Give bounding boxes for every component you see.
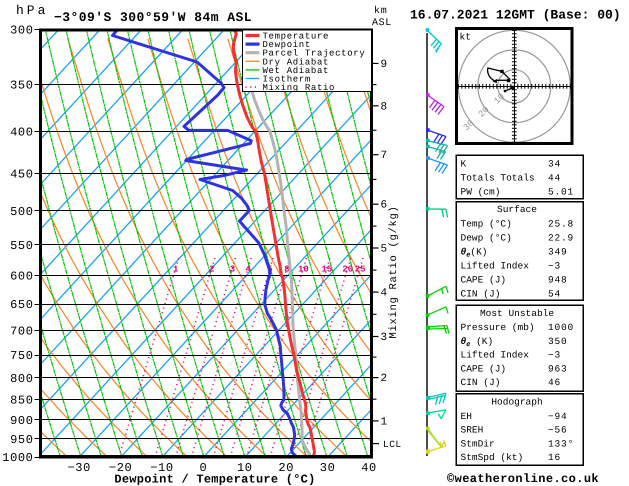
svg-text:5: 5 [381, 244, 388, 256]
svg-text:StmDir: StmDir [461, 438, 495, 449]
svg-text:StmSpd (kt): StmSpd (kt) [461, 452, 524, 463]
svg-text:6: 6 [381, 200, 388, 212]
svg-text:Dewpoint / Temperature (°C): Dewpoint / Temperature (°C) [114, 473, 315, 486]
svg-text:Dewp (°C): Dewp (°C) [461, 233, 512, 244]
svg-text:1000: 1000 [2, 451, 33, 465]
svg-text:−3°09'S 300°59'W 84m ASL: −3°09'S 300°59'W 84m ASL [54, 10, 252, 25]
svg-text:EH: EH [461, 411, 472, 422]
svg-text:5.01: 5.01 [548, 187, 574, 198]
svg-text:CAPE (J): CAPE (J) [461, 363, 507, 374]
svg-text:10: 10 [237, 461, 253, 475]
svg-text:−56: −56 [548, 425, 568, 436]
svg-text:8: 8 [381, 101, 388, 113]
svg-text:Surface: Surface [497, 204, 537, 215]
svg-text:30: 30 [320, 461, 336, 475]
svg-text:4: 4 [245, 265, 251, 275]
svg-text:1000: 1000 [548, 322, 574, 333]
svg-text:54: 54 [548, 289, 561, 300]
svg-text:4: 4 [381, 288, 388, 300]
svg-text:CIN (J): CIN (J) [461, 377, 501, 388]
svg-text:Hodograph: Hodograph [491, 397, 542, 408]
svg-text:3: 3 [381, 332, 388, 344]
svg-text:900: 900 [10, 414, 33, 428]
svg-text:500: 500 [10, 205, 33, 219]
svg-text:22.9: 22.9 [548, 233, 574, 244]
svg-text:800: 800 [10, 372, 33, 386]
svg-text:700: 700 [10, 325, 33, 339]
svg-text:Temp (°C): Temp (°C) [461, 219, 512, 230]
svg-text:Mixing Ratio (g/kg): Mixing Ratio (g/kg) [388, 205, 400, 338]
svg-text:46: 46 [548, 377, 561, 388]
svg-text:25: 25 [355, 265, 366, 275]
svg-text:Isotherm: Isotherm [263, 75, 311, 85]
svg-text:1: 1 [173, 265, 179, 275]
svg-text:300: 300 [10, 24, 33, 38]
svg-text:Wet Adiabat: Wet Adiabat [263, 66, 330, 76]
svg-text:7: 7 [381, 150, 388, 162]
svg-text:16.07.2021 12GMT (Base: 00): 16.07.2021 12GMT (Base: 00) [410, 8, 621, 23]
svg-text:20: 20 [278, 461, 294, 475]
svg-text:hPa: hPa [16, 3, 48, 18]
svg-text:350: 350 [548, 336, 568, 347]
svg-text:2: 2 [209, 265, 214, 275]
svg-text:Parcel Trajectory: Parcel Trajectory [263, 49, 366, 59]
svg-text:km: km [374, 5, 388, 17]
svg-text:15: 15 [321, 265, 332, 275]
svg-text:10: 10 [298, 265, 309, 275]
svg-text:−94: −94 [548, 411, 568, 422]
svg-text:350: 350 [10, 78, 33, 92]
svg-text:850: 850 [10, 394, 33, 408]
svg-text:349: 349 [548, 247, 568, 258]
svg-text:−10: −10 [150, 461, 173, 475]
svg-text:K: K [461, 159, 467, 170]
svg-text:40: 40 [361, 461, 377, 475]
svg-text:ASL: ASL [372, 18, 392, 29]
svg-text:kt: kt [460, 32, 471, 43]
svg-text:Lifted Index: Lifted Index [461, 261, 530, 272]
svg-text:CIN (J): CIN (J) [461, 289, 501, 300]
svg-text:Pressure (mb): Pressure (mb) [461, 322, 535, 333]
svg-text:34: 34 [548, 159, 561, 170]
svg-text:2: 2 [381, 373, 388, 385]
svg-text:©weatheronline.co.uk: ©weatheronline.co.uk [447, 472, 599, 486]
svg-text:3: 3 [230, 265, 235, 275]
svg-text:133°: 133° [548, 438, 574, 449]
svg-text:−3: −3 [548, 350, 561, 361]
svg-text:550: 550 [10, 239, 33, 253]
svg-text:PW (cm): PW (cm) [461, 187, 501, 198]
svg-text:SREH: SREH [461, 425, 484, 436]
svg-text:−3: −3 [548, 261, 561, 272]
svg-text:25.8: 25.8 [548, 219, 574, 230]
svg-text:Totals Totals: Totals Totals [461, 173, 535, 184]
svg-text:750: 750 [10, 349, 33, 363]
svg-text:CAPE (J): CAPE (J) [461, 275, 507, 286]
svg-text:LCL: LCL [383, 439, 402, 450]
svg-text:950: 950 [10, 433, 33, 447]
svg-text:Temperature: Temperature [263, 32, 330, 42]
svg-text:948: 948 [548, 275, 568, 286]
svg-text:Dewpoint: Dewpoint [263, 40, 311, 50]
svg-text:20: 20 [342, 265, 353, 275]
svg-text:0: 0 [199, 461, 207, 475]
svg-text:650: 650 [10, 298, 33, 312]
svg-text:Most Unstable: Most Unstable [480, 308, 554, 319]
svg-text:−30: −30 [67, 461, 90, 475]
svg-text:8: 8 [284, 265, 289, 275]
svg-text:963: 963 [548, 363, 568, 374]
svg-text:Mixing Ratio: Mixing Ratio [263, 83, 336, 93]
svg-text:400: 400 [10, 126, 33, 140]
svg-text:Dry Adiabat: Dry Adiabat [263, 57, 330, 67]
svg-text:−20: −20 [109, 461, 132, 475]
svg-text:16: 16 [548, 452, 561, 463]
svg-text:Lifted Index: Lifted Index [461, 350, 530, 361]
svg-text:44: 44 [548, 173, 561, 184]
svg-text:600: 600 [10, 270, 33, 284]
svg-text:1: 1 [381, 416, 388, 428]
svg-text:9: 9 [381, 59, 388, 71]
svg-text:450: 450 [10, 168, 33, 182]
